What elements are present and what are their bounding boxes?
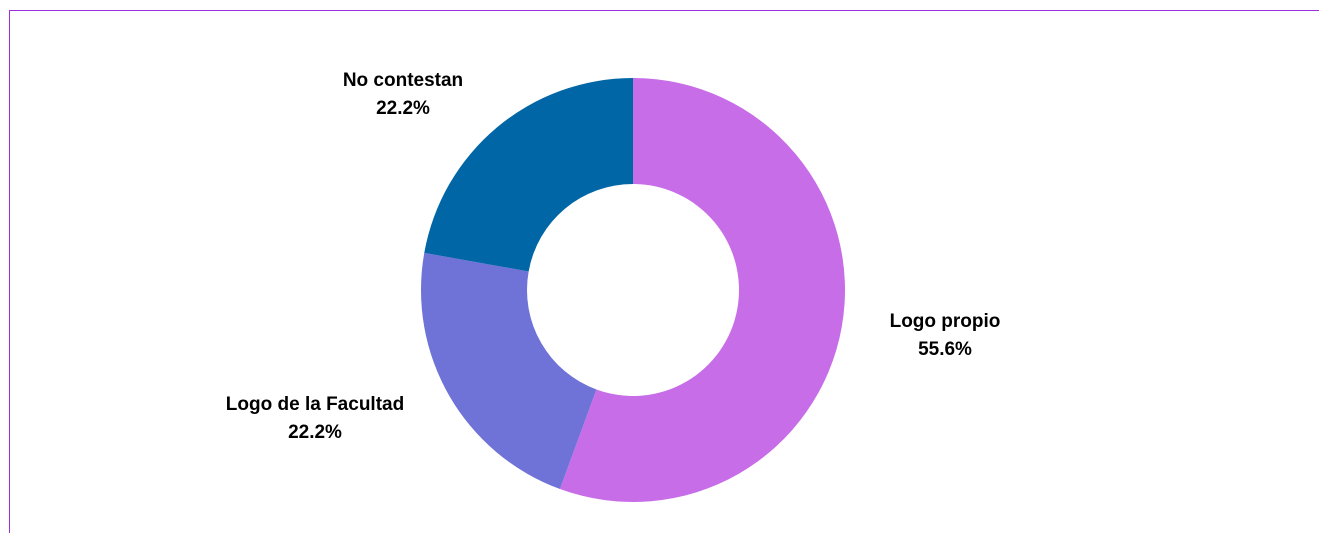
donut-slice bbox=[424, 78, 633, 271]
donut-slice bbox=[421, 253, 596, 489]
slice-value-label: 55.6% bbox=[918, 339, 972, 360]
slice-label: Logo propio bbox=[890, 311, 1001, 332]
slice-value-label: 22.2% bbox=[288, 422, 342, 443]
slice-value-label: 22.2% bbox=[376, 98, 430, 119]
slice-label: No contestan bbox=[343, 70, 463, 91]
slice-label: Logo de la Facultad bbox=[226, 394, 404, 415]
